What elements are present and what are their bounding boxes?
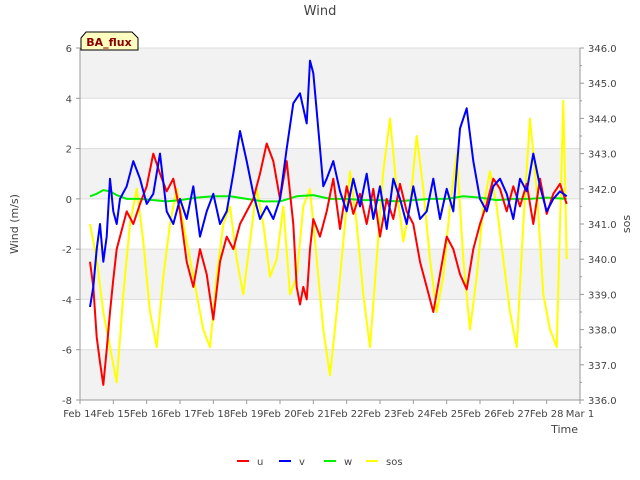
- series-line-sos: [89, 99, 568, 384]
- gridlines: [80, 47, 580, 401]
- y-tick-label: -4: [62, 295, 72, 306]
- x-tick-label: Feb 17: [163, 409, 197, 420]
- series-line-u: [89, 142, 568, 386]
- x-tick-label: Feb 21: [297, 409, 331, 420]
- y-tick-label: -2: [62, 245, 72, 256]
- series-line-v: [89, 59, 568, 308]
- band: [80, 48, 580, 99]
- series-line-w: [89, 189, 567, 203]
- x-tick-label: Feb 15: [97, 409, 131, 420]
- x-tick-label: Feb 14: [63, 409, 97, 420]
- y-tick-label: -6: [62, 346, 72, 357]
- y2-tick-label: 344.0: [588, 114, 617, 125]
- y2-tick-label: 342.0: [588, 185, 617, 196]
- y-tick-label: 0: [66, 195, 72, 206]
- x-tick-label: Feb 22: [330, 409, 364, 420]
- y2-tick-label: 336.0: [588, 396, 617, 407]
- y-tick-label: 6: [66, 44, 72, 55]
- site-badge-label: BA_flux: [86, 36, 131, 49]
- x-tick-label: Feb 20: [263, 409, 297, 420]
- y-tick-label: 2: [66, 145, 72, 156]
- x-tick-label: Feb 18: [197, 409, 231, 420]
- y2-axis-label: sos: [620, 215, 633, 233]
- y2-tick-label: 339.0: [588, 290, 617, 301]
- y-tick-label: -8: [62, 396, 72, 407]
- y2-tick-label: 338.0: [588, 326, 617, 337]
- x-tick-label: Feb 19: [230, 409, 264, 420]
- y2-tick-label: 346.0: [588, 44, 617, 55]
- x-tick-label: Feb 24: [397, 409, 431, 420]
- x-axis-label: Time: [550, 423, 578, 436]
- x-tick-label: Feb 26: [463, 409, 497, 420]
- y2-tick-label: 343.0: [588, 150, 617, 161]
- chart-title: Wind: [304, 4, 337, 19]
- x-tick-label: Mar 1: [566, 409, 594, 420]
- y2-tick-label: 345.0: [588, 79, 617, 90]
- x-tick-label: Feb 28: [530, 409, 564, 420]
- y2-tick-label: 337.0: [588, 361, 617, 372]
- x-tick-label: Feb 16: [130, 409, 164, 420]
- x-tick-label: Feb 25: [430, 409, 464, 420]
- y2-tick-label: 340.0: [588, 255, 617, 266]
- y-tick-label: 4: [66, 94, 72, 105]
- legend-label-sos: sos: [386, 457, 403, 468]
- legend: u v w sos: [237, 457, 403, 468]
- legend-label-w: w: [344, 457, 352, 468]
- axes: -8 -6 -4 -2 0 2 4 6 336.0 337.0 338.0 339.0 340.0 341…: [62, 44, 617, 420]
- x-tick-label: Feb 27: [497, 409, 531, 420]
- y2-tick-label: 341.0: [588, 220, 617, 231]
- legend-label-v: v: [299, 457, 305, 468]
- x-tick-label: Feb 23: [363, 409, 397, 420]
- legend-label-u: u: [257, 457, 263, 468]
- y-axis-label: Wind (m/s): [8, 194, 21, 254]
- site-badge: BA_flux: [80, 31, 139, 51]
- plot-lines: [89, 59, 568, 386]
